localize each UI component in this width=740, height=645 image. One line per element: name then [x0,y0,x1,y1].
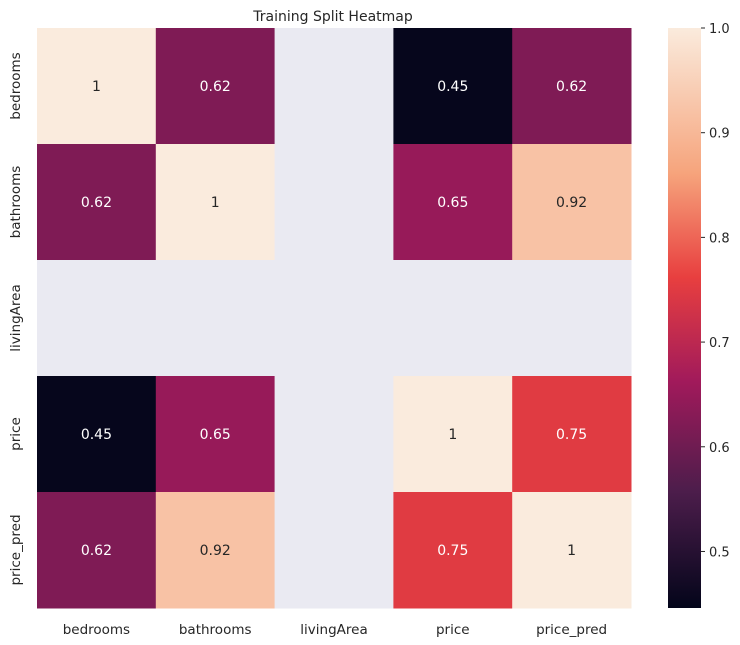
cell-value-label: 0.65 [437,195,468,211]
cell-value-label: 0.62 [81,543,112,559]
heatmap-cell [155,28,276,145]
heatmap-cell [37,260,157,377]
colorbar-tick-label: 0.9 [709,127,730,142]
heatmap-cell [393,260,513,377]
heatmap-cell [512,144,632,261]
heatmap-cell [155,376,276,493]
x-tick-label: price [436,622,470,638]
cell-value-label: 1 [567,543,576,559]
cell-value-label: 0.75 [556,427,587,443]
cell-value-label: 0.62 [81,195,112,211]
y-tick-label: bathrooms [8,166,24,239]
colorbar-tick-label: 0.7 [709,336,730,351]
x-tick-label: bathrooms [179,622,252,638]
heatmap-cells [37,28,632,609]
x-tick-label: price_pred [536,622,607,638]
y-tick-label: price_pred [8,514,24,585]
cell-value-label: 0.92 [200,543,231,559]
heatmap-cell [37,492,157,609]
heatmap-cell [155,144,276,261]
heatmap-cell [393,144,513,261]
heatmap-cell [274,28,394,145]
colorbar-tick-label: 1.0 [709,22,730,37]
colorbar: 0.5 0.6 0.7 0.8 0.9 1.0 [668,22,730,608]
heatmap-cell [512,260,632,377]
cell-value-label: 0.65 [200,427,231,443]
cell-value-label: 0.62 [200,79,231,95]
heatmap-cell [37,376,157,493]
colorbar-gradient [668,28,701,608]
heatmap-cell-labels: 1 0.62 0.45 0.62 0.62 1 0.65 0.92 0.45 0.65 1 0.75 0… [81,79,587,559]
heatmap-cell [274,144,394,261]
y-axis-ticks: bedrooms bathrooms livingArea price price_pr… [8,52,24,585]
y-tick-label: bedrooms [8,52,24,119]
heatmap-cell [37,28,157,145]
chart-title: Training Split Heatmap [252,9,413,25]
heatmap-cell [155,492,276,609]
x-axis-ticks: bedrooms bathrooms livingArea price price_pr… [63,622,607,638]
heatmap-cell [274,376,394,493]
cell-value-label: 1 [92,79,101,95]
colorbar-tick-label: 0.6 [709,441,730,456]
heatmap-cell [274,492,394,609]
x-tick-label: bedrooms [63,622,130,638]
heatmap-cell [393,376,513,493]
cell-value-label: 0.45 [437,79,468,95]
cell-value-label: 0.62 [556,79,587,95]
y-tick-label: price [8,417,24,451]
heatmap-cell [37,144,157,261]
colorbar-tick-label: 0.8 [709,231,730,246]
heatmap-cell [512,28,632,145]
cell-value-label: 0.75 [437,543,468,559]
x-tick-label: livingArea [300,622,367,638]
colorbar-tick-label: 0.5 [709,545,730,560]
cell-value-label: 1 [448,427,457,443]
cell-value-label: 0.45 [81,427,112,443]
heatmap-cell [274,260,394,377]
heatmap-cell [393,28,513,145]
cell-value-label: 0.92 [556,195,587,211]
heatmap-cell [393,492,513,609]
heatmap-cell [512,492,632,609]
y-tick-label: livingArea [8,284,24,351]
heatmap-cell [155,260,276,377]
cell-value-label: 1 [211,195,220,211]
heatmap-cell [512,376,632,493]
